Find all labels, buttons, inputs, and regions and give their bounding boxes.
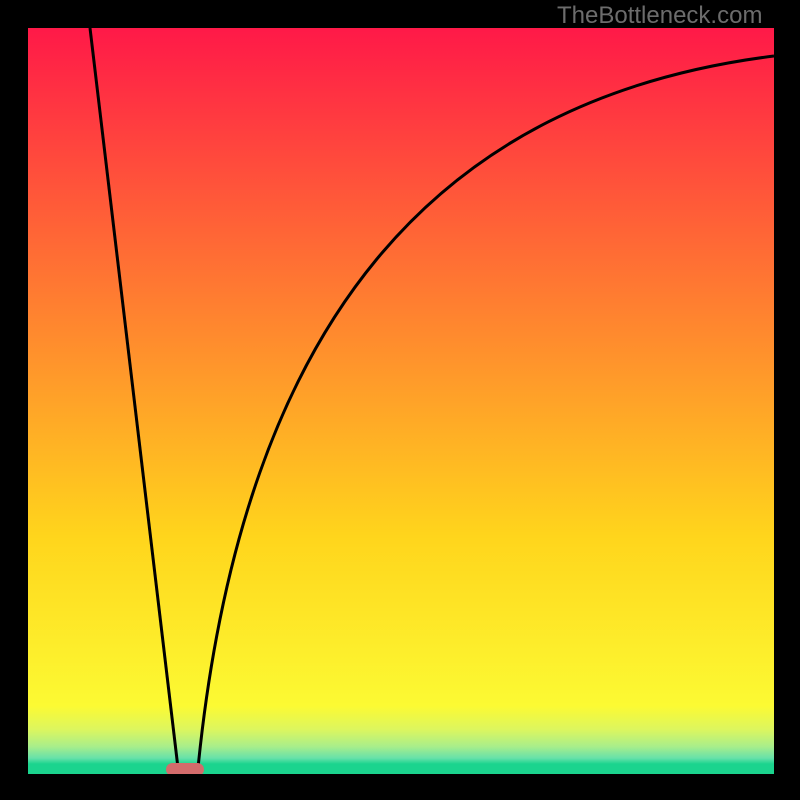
border-left — [0, 0, 28, 800]
border-right — [774, 0, 800, 800]
right-curve-path — [198, 56, 774, 768]
chart-container: TheBottleneck.com — [0, 0, 800, 800]
optimal-marker — [166, 763, 204, 774]
left-curve-line — [90, 28, 178, 768]
border-bottom — [0, 774, 800, 800]
watermark-text: TheBottleneck.com — [557, 2, 762, 30]
curves-svg — [28, 28, 774, 774]
plot-area — [28, 28, 774, 774]
